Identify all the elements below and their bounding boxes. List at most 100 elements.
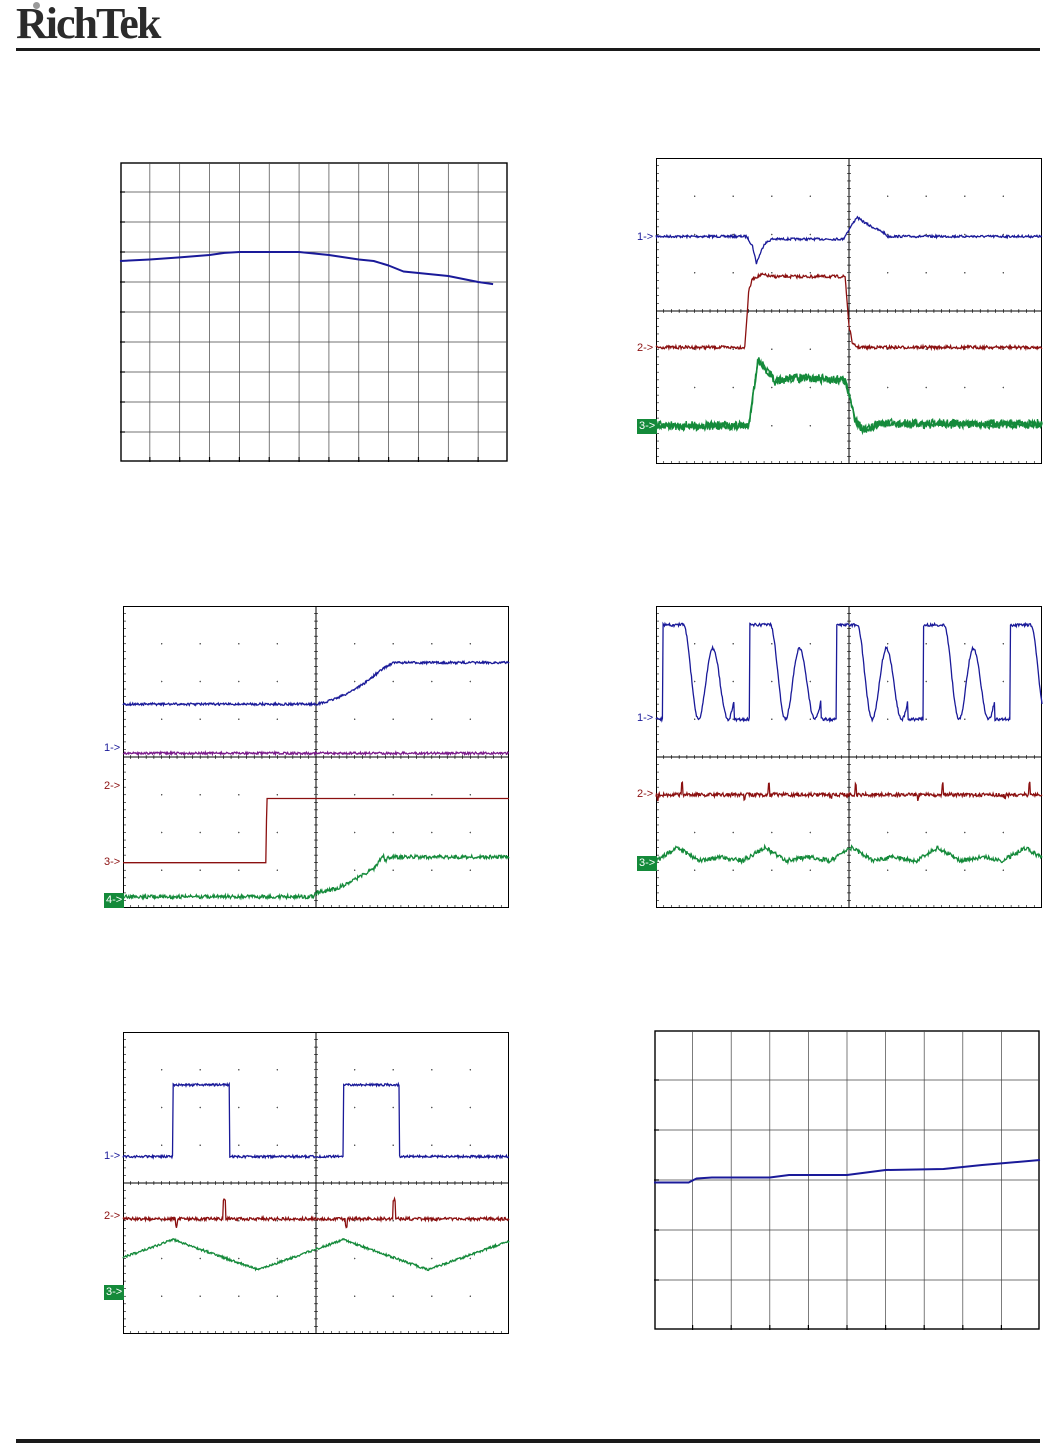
grid-dot xyxy=(887,680,889,683)
grid-dot xyxy=(354,1144,356,1146)
chart-1 xyxy=(119,162,508,462)
grid-dot xyxy=(354,643,356,645)
grid-dot xyxy=(771,425,773,427)
grid-dot xyxy=(469,1144,471,1146)
grid-dot xyxy=(964,680,966,683)
grid-dot xyxy=(469,869,471,871)
trace-red xyxy=(123,797,509,864)
grid-dot xyxy=(392,718,394,720)
grid-dot xyxy=(431,643,433,645)
grid-dot xyxy=(771,643,773,645)
grid-dot xyxy=(276,1220,278,1222)
channel-marker-3: 3-> xyxy=(637,418,658,434)
grid-dot xyxy=(964,233,966,236)
grid-dot xyxy=(392,1144,394,1146)
grid-dot xyxy=(392,643,394,645)
grid-dot xyxy=(964,643,966,645)
grid-dot xyxy=(694,643,696,645)
grid-dot xyxy=(964,718,966,720)
grid-dot xyxy=(276,831,278,834)
grid-dot xyxy=(694,680,696,683)
grid-dot xyxy=(925,643,927,645)
grid-dot xyxy=(809,831,811,834)
grid-dot xyxy=(392,1106,394,1109)
grid-dot xyxy=(354,680,356,683)
grid-dot xyxy=(199,718,201,720)
grid-dot xyxy=(964,869,966,871)
grid-dot xyxy=(276,643,278,645)
grid-dot xyxy=(1002,386,1004,389)
channel-marker-2: 2-> xyxy=(637,787,654,800)
grid-dot xyxy=(925,718,927,720)
grid-dot xyxy=(161,869,163,871)
grid-dot xyxy=(925,831,927,834)
grid-dot xyxy=(431,794,433,796)
grid-dot xyxy=(732,195,734,197)
grid-dot xyxy=(469,1106,471,1109)
grid-dot xyxy=(276,718,278,720)
grid-dot xyxy=(925,272,927,274)
grid-dot xyxy=(771,386,773,389)
grid-dot xyxy=(392,831,394,834)
grid-dot xyxy=(199,1257,201,1260)
grid-dot xyxy=(887,195,889,197)
grid-dot xyxy=(276,794,278,796)
grid-dot xyxy=(1002,643,1004,645)
chart-4 xyxy=(655,606,1043,908)
grid-dot xyxy=(161,718,163,720)
channel-marker-2: 2-> xyxy=(104,1209,121,1222)
grid-dot xyxy=(732,233,734,236)
grid-dot xyxy=(469,831,471,834)
grid-dot xyxy=(199,794,201,796)
grid-dot xyxy=(392,869,394,871)
grid-dot xyxy=(431,831,433,834)
grid-dot xyxy=(238,680,240,683)
trace-red xyxy=(122,1196,510,1229)
grid-dot xyxy=(276,1144,278,1146)
grid-dot xyxy=(238,1257,240,1260)
grid-dot xyxy=(887,386,889,389)
grid-dot xyxy=(354,1220,356,1222)
series-line xyxy=(119,251,494,286)
grid-dot xyxy=(161,1220,163,1222)
channel-marker-1: 1-> xyxy=(104,1149,121,1162)
grid-dot xyxy=(809,680,811,683)
grid-dot xyxy=(392,680,394,683)
channel-marker-3: 3-> xyxy=(104,855,121,868)
grid-dot xyxy=(276,1106,278,1109)
trace-red xyxy=(655,272,1043,352)
grid-dot xyxy=(354,1106,356,1109)
grid-dot xyxy=(354,718,356,720)
grid-dot xyxy=(238,1144,240,1146)
grid-dot xyxy=(392,1069,394,1071)
grid-dot xyxy=(732,386,734,389)
grid-dot xyxy=(161,1295,163,1297)
grid-dot xyxy=(354,1257,356,1260)
grid-dot xyxy=(431,869,433,871)
trace-blue xyxy=(122,1081,509,1160)
grid-dot xyxy=(964,386,966,389)
header-rule xyxy=(16,48,1040,51)
grid-dot xyxy=(354,831,356,834)
grid-dot xyxy=(276,680,278,683)
grid-dot xyxy=(887,718,889,720)
grid-dot xyxy=(161,1106,163,1109)
grid-dot xyxy=(694,272,696,274)
chart-6 xyxy=(654,1030,1041,1330)
grid-dot xyxy=(694,386,696,389)
grid-dot xyxy=(694,195,696,197)
grid-dot xyxy=(354,1295,356,1297)
richtek-logo: RichTek xyxy=(16,0,161,48)
grid-dot xyxy=(469,1069,471,1071)
grid-dot xyxy=(199,1295,201,1297)
trace-blue xyxy=(655,215,1043,265)
channel-marker-4: 4-> xyxy=(104,893,125,909)
grid-dot xyxy=(925,680,927,683)
grid-dot xyxy=(964,195,966,197)
grid-dot xyxy=(469,1295,471,1297)
grid-dot xyxy=(238,643,240,645)
chart-3 xyxy=(122,606,510,908)
grid-dot xyxy=(354,869,356,871)
channel-marker-1: 1-> xyxy=(637,712,654,725)
grid-dot xyxy=(161,794,163,796)
